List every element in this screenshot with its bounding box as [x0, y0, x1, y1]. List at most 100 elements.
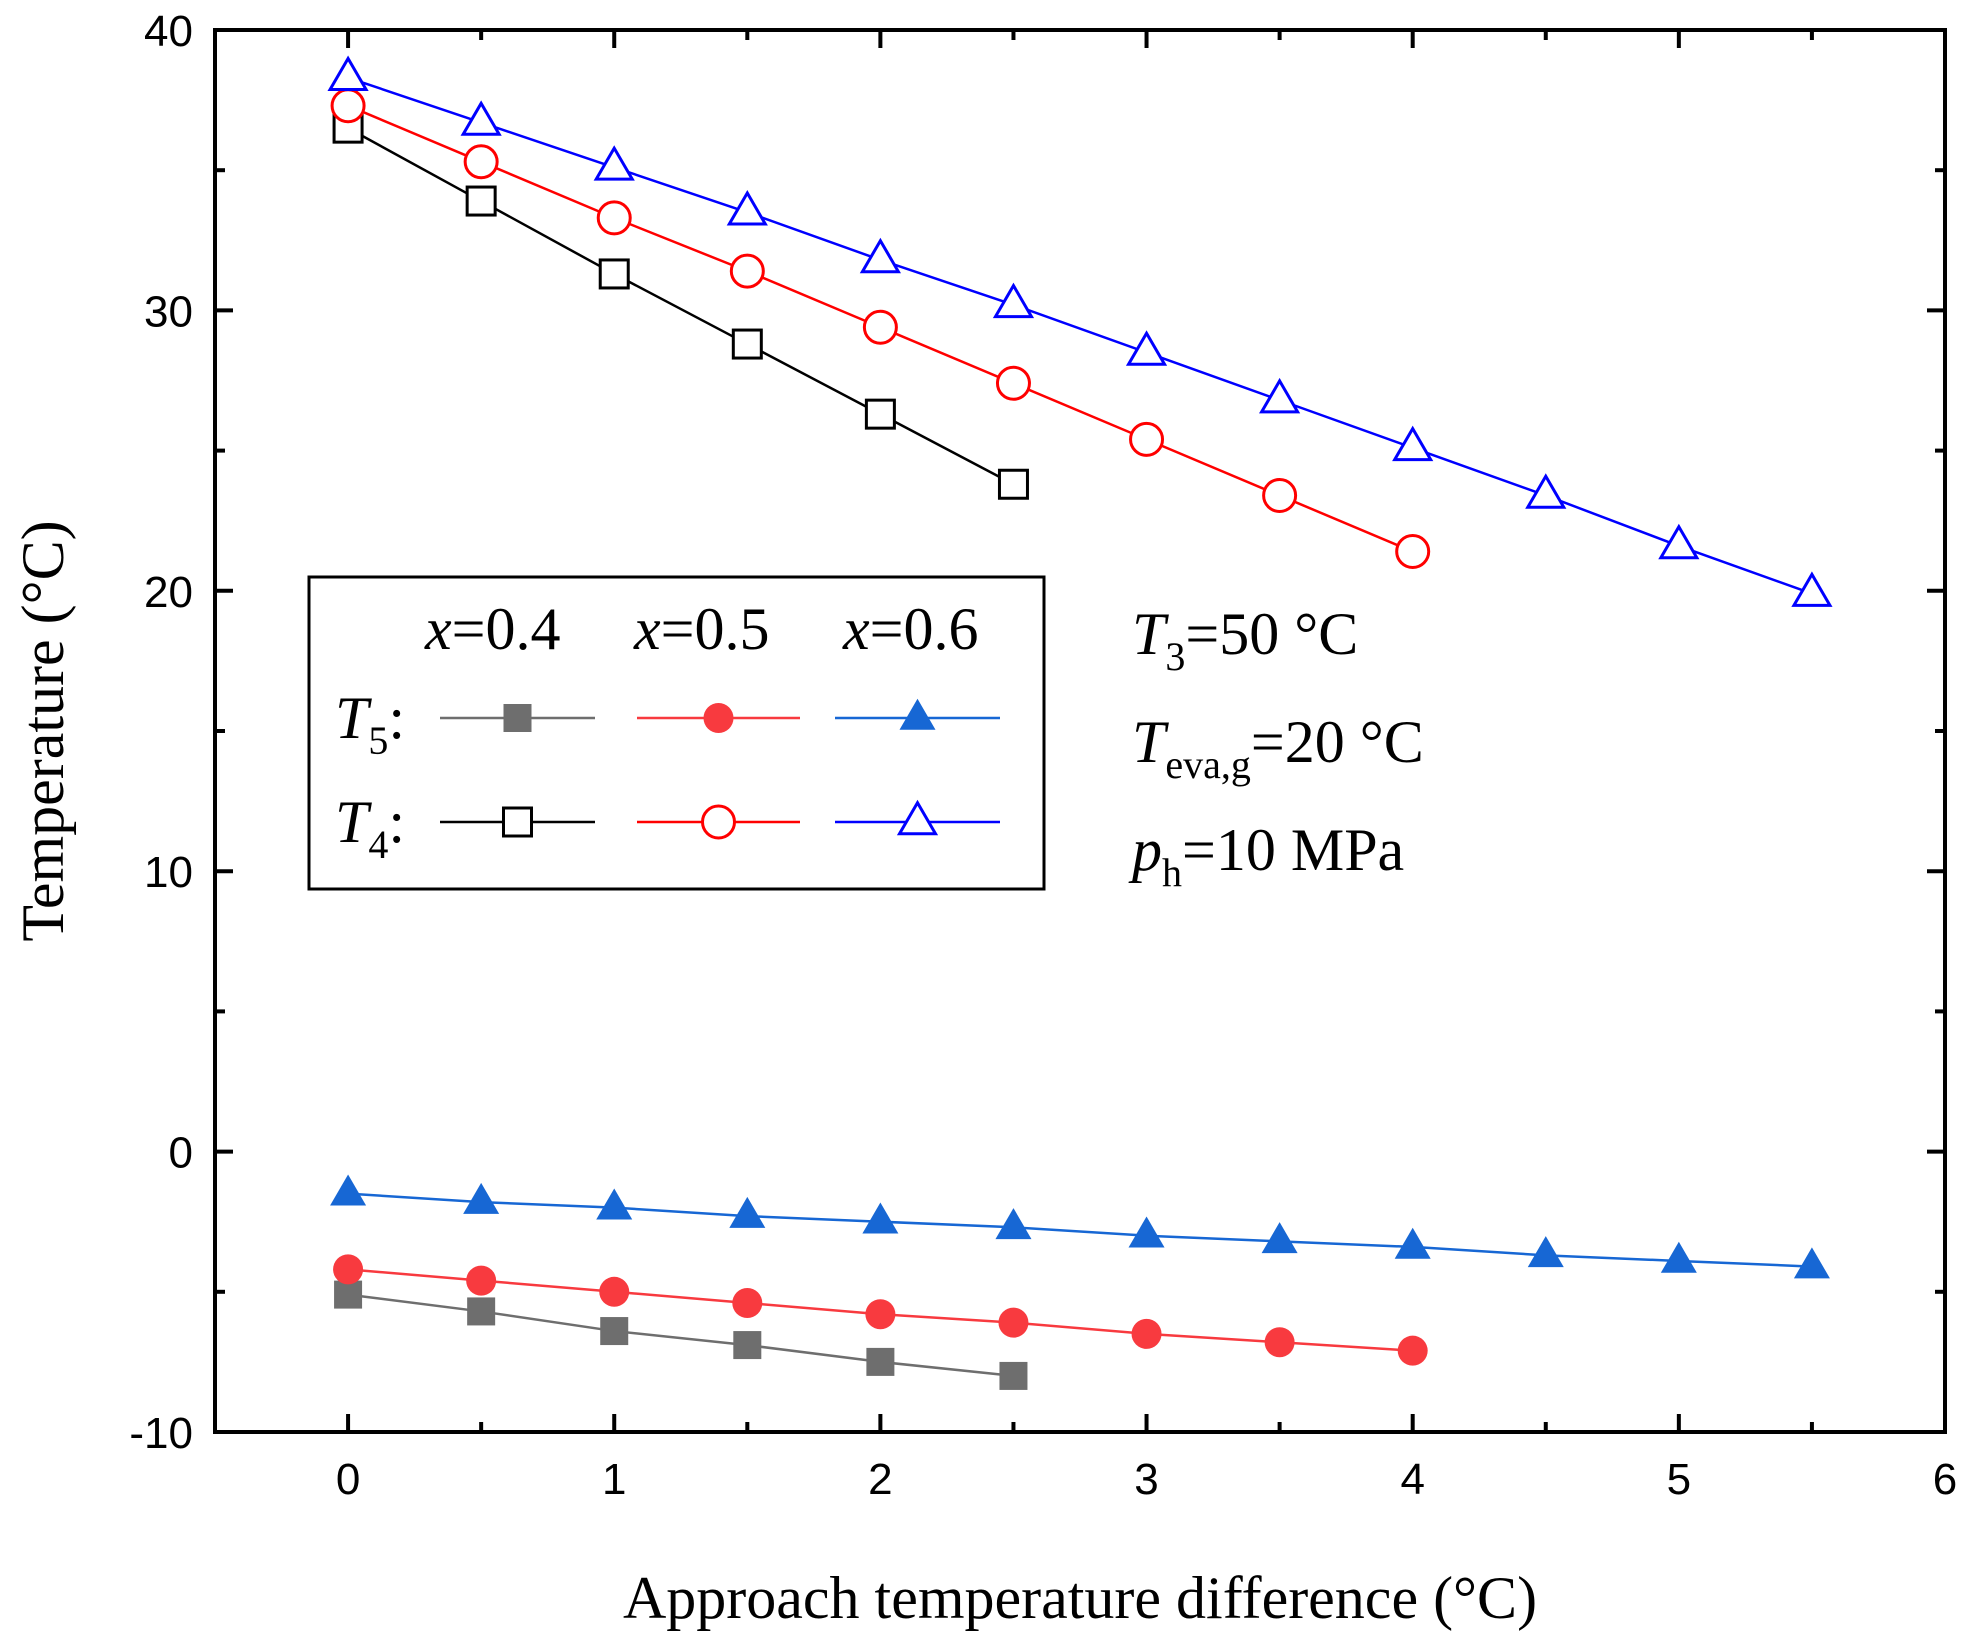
data-point	[1128, 1216, 1165, 1248]
y-tick-label: -10	[129, 1409, 193, 1458]
series-line	[347, 76, 1813, 595]
data-point	[1660, 1241, 1697, 1273]
data-point	[330, 88, 366, 124]
data-point	[995, 365, 1031, 401]
series-line	[347, 1192, 1812, 1268]
data-point	[330, 1174, 367, 1206]
data-point	[1397, 1335, 1428, 1366]
x-tick-label: 6	[1933, 1455, 1957, 1504]
data-point	[1392, 425, 1434, 462]
legend-row-sub: 4	[368, 822, 388, 867]
data-point	[327, 55, 369, 91]
legend-box	[307, 575, 1046, 891]
annotation-value: =10 MPa	[1182, 817, 1404, 883]
legend-column-var: x	[633, 596, 661, 662]
data-point	[726, 190, 768, 226]
data-point	[463, 1182, 500, 1214]
legend: x=0.4 x=0.5 x=0.6T5:T4:	[307, 575, 1046, 891]
data-point	[998, 1307, 1029, 1338]
data-point	[502, 806, 533, 838]
data-point	[596, 1188, 633, 1220]
data-point	[997, 468, 1029, 500]
data-point	[899, 698, 936, 730]
annotation-var: T	[1132, 709, 1169, 775]
annotation: ph=10 MPa	[1128, 817, 1404, 895]
y-axis-title: Temperature (°C)	[10, 520, 76, 941]
data-point	[1525, 473, 1567, 509]
data-point	[503, 704, 532, 732]
data-point	[1395, 534, 1431, 570]
data-point	[467, 1297, 496, 1326]
legend-column-value: =0.6	[870, 596, 979, 662]
data-point	[333, 1254, 364, 1285]
data-point	[865, 1299, 896, 1330]
data-point	[596, 200, 632, 236]
x-tick-label: 0	[336, 1455, 360, 1504]
data-point	[1131, 1318, 1162, 1349]
series	[327, 55, 1833, 607]
data-point	[1527, 1236, 1564, 1268]
data-point	[334, 1280, 363, 1309]
annotation-var: p	[1128, 817, 1162, 883]
data-point	[729, 253, 765, 289]
annotation-value: =50 °C	[1185, 601, 1358, 667]
data-point	[862, 309, 898, 345]
annotation-sub: 3	[1165, 634, 1185, 679]
legend-column-header: x=0.4	[424, 596, 560, 662]
x-tick-label: 3	[1134, 1455, 1158, 1504]
data-point	[1658, 523, 1700, 560]
data-point	[992, 282, 1035, 319]
legend-row-label: T5:	[335, 685, 405, 763]
y-tick-label: 0	[169, 1129, 193, 1178]
annotation-sub: eva,g	[1165, 742, 1251, 787]
annotation: Teva,g=20 °C	[1132, 709, 1424, 787]
y-tick-label: 10	[144, 848, 193, 897]
series-line	[347, 1293, 1014, 1378]
series	[330, 1174, 1830, 1279]
data-point	[731, 328, 763, 360]
legend-row-var: T	[335, 685, 372, 751]
legend-row-sub: 5	[368, 718, 388, 763]
data-point	[862, 1202, 899, 1234]
x-tick-label: 2	[868, 1455, 892, 1504]
data-point	[896, 799, 939, 836]
annotation-var: T	[1132, 601, 1169, 667]
data-point	[598, 258, 630, 290]
legend-row-suffix: :	[388, 685, 405, 751]
data-point	[999, 1361, 1028, 1390]
legend-column-value: =0.5	[661, 596, 770, 662]
data-point	[599, 1276, 630, 1307]
legend-column-header: x=0.5	[633, 596, 769, 662]
x-tick-label: 5	[1667, 1455, 1691, 1504]
legend-row-var: T	[335, 789, 372, 855]
data-point	[463, 144, 499, 180]
data-point	[1793, 1247, 1830, 1279]
legend-row-label: T4:	[335, 789, 405, 867]
series-layer	[327, 55, 1833, 1390]
annotation-sub: h	[1162, 850, 1182, 895]
legend-column-var: x	[842, 596, 870, 662]
tick-labels: 0 1 2 3 4 5 6 -10 0 10 20 30 40	[129, 7, 1957, 1504]
y-tick-label: 40	[144, 7, 193, 56]
data-point	[1125, 330, 1168, 366]
data-point	[593, 145, 635, 181]
series	[333, 1254, 1428, 1366]
data-point	[1791, 571, 1833, 607]
data-point	[465, 185, 497, 217]
data-point	[1394, 1227, 1431, 1259]
x-tick-label: 4	[1400, 1455, 1424, 1504]
series	[330, 88, 1431, 570]
data-point	[703, 703, 734, 733]
data-point	[859, 237, 901, 274]
data-point	[1129, 421, 1165, 457]
legend-column-value: =0.4	[452, 596, 561, 662]
annotation: T3=50 °C	[1132, 601, 1358, 679]
data-point	[1262, 477, 1298, 513]
data-point	[701, 804, 736, 840]
series	[332, 112, 1029, 500]
data-point	[1264, 1327, 1295, 1358]
y-tick-label: 20	[144, 568, 193, 617]
x-tick-label: 1	[602, 1455, 626, 1504]
data-point	[1259, 377, 1301, 414]
